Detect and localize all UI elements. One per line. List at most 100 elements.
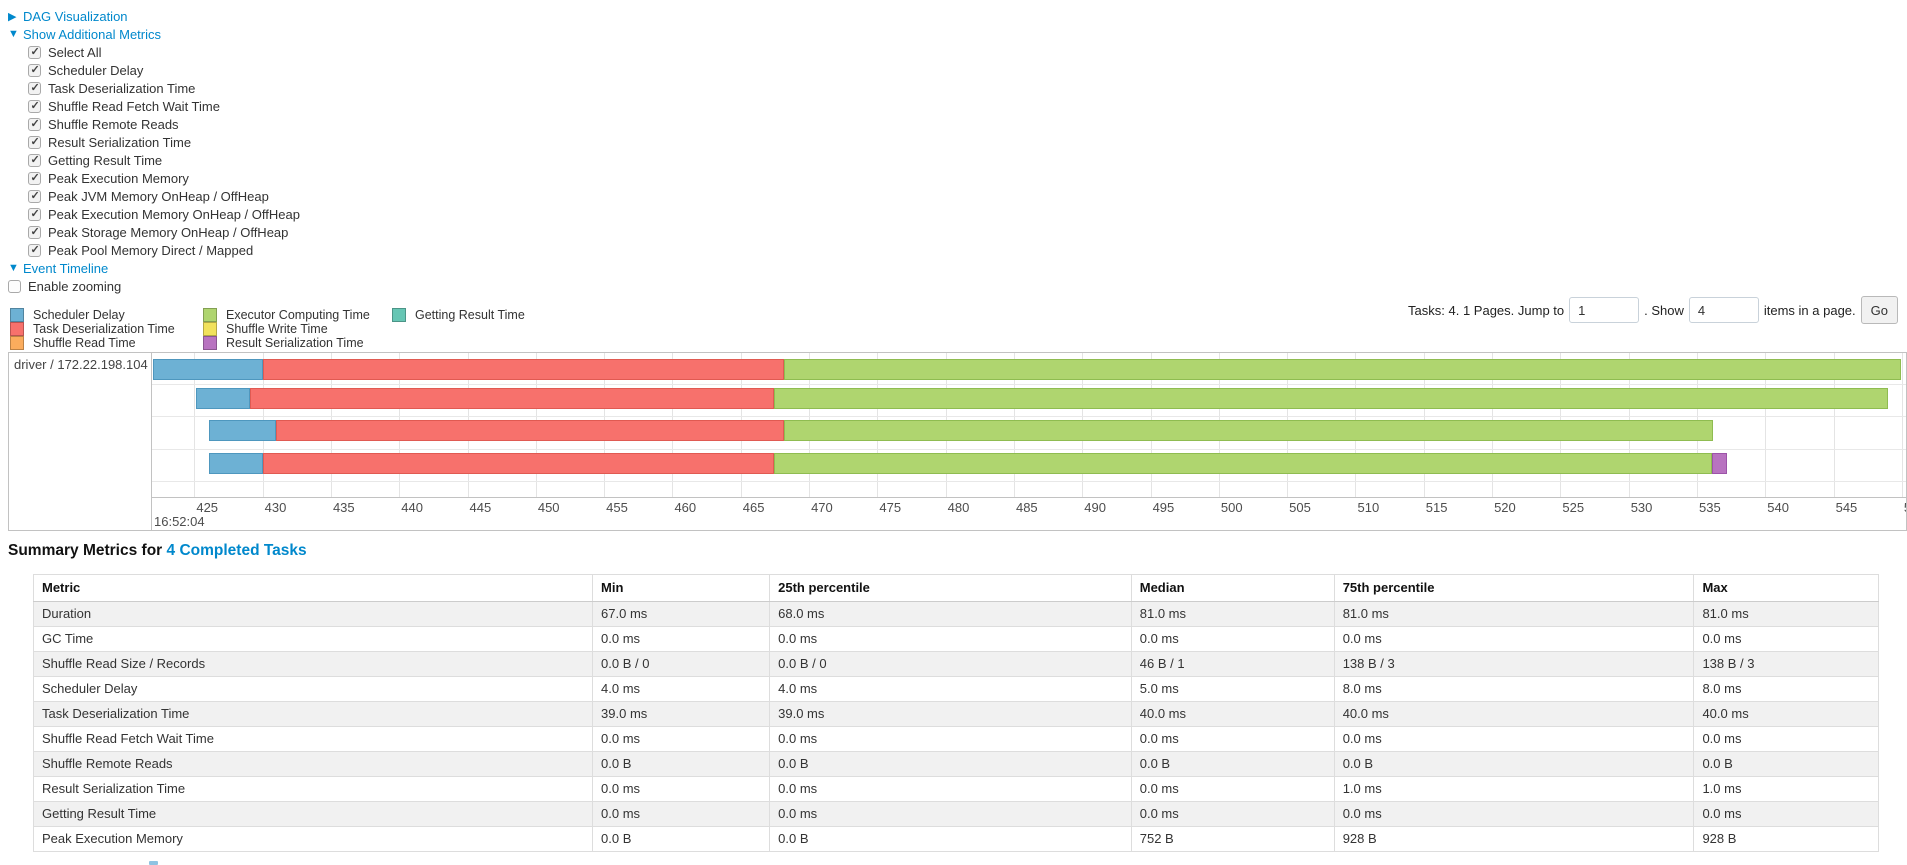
axis-tick-label: 490 (1084, 500, 1106, 515)
axis-tick-label: 495 (1152, 500, 1175, 515)
metric-checkbox-task-deserialization-time[interactable] (28, 81, 41, 95)
metric-value-cell: 1.0 ms (1333, 776, 1695, 802)
enable-zooming-checkbox[interactable] (8, 279, 21, 293)
row-separator-line (152, 449, 1906, 450)
metric-value-cell: 0.0 B (769, 826, 1132, 852)
metric-checkbox-peak-jvm-memory-onheap-offheap[interactable] (28, 189, 41, 203)
legend-item-shuffle-read-time: Shuffle Read Time (10, 335, 175, 350)
pagination-info-label: Tasks: 4. 1 Pages. Jump to (1408, 302, 1565, 318)
summary-metrics-table: Metric Min 25th percentile Median 75th perce… (32, 574, 1879, 852)
metric-option-peak-pool-memory-direct-mapped[interactable]: Peak Pool Memory Direct / Mapped (8, 241, 300, 259)
metric-name-cell: Getting Result Time (32, 801, 594, 827)
metric-name-cell: Peak Execution Memory (32, 826, 594, 852)
metric-checkbox-result-serialization-time[interactable] (28, 135, 41, 149)
task-3-scheduler-delay-bar[interactable] (209, 420, 277, 441)
task-4-result-serialization-bar[interactable] (1712, 453, 1728, 474)
metric-option-shuffle-remote-reads[interactable]: Shuffle Remote Reads (8, 115, 300, 133)
legend-label: Shuffle Read Time (33, 335, 136, 350)
axis-tick-label: 535 (1698, 500, 1721, 515)
metrics-checkbox-list: Select All Scheduler Delay Task Deserializ… (8, 43, 300, 259)
table-header-row: Metric Min 25th percentile Median 75th perce… (32, 574, 1879, 602)
metric-name-cell: Result Serialization Time (32, 776, 594, 802)
axis-tick-label: 445 (469, 500, 492, 515)
jump-to-page-input[interactable] (1569, 297, 1640, 323)
metric-checkbox-getting-result-time[interactable] (28, 153, 41, 167)
metric-value-cell: 81.0 ms (1130, 601, 1335, 627)
table-row-task-deserialization-time: Task Deserialization Time 39.0 ms 39.0 ms 4… (32, 701, 1879, 727)
task-3-task-deserialization-bar[interactable] (276, 420, 785, 441)
metric-value-cell: 928 B (1333, 826, 1695, 852)
metric-checkbox-peak-execution-memory[interactable] (28, 171, 41, 185)
task-1-task-deserialization-bar[interactable] (262, 359, 785, 380)
metric-option-getting-result-time[interactable]: Getting Result Time (8, 151, 300, 169)
metric-value-cell: 928 B (1693, 826, 1879, 852)
metric-value-cell: 39.0 ms (769, 701, 1132, 727)
metric-value-cell: 40.0 ms (1333, 701, 1695, 727)
metric-value-cell: 0.0 ms (1693, 801, 1879, 827)
dag-visualization-label: DAG Visualization (23, 8, 128, 24)
axis-time-label: 16:52:04 (154, 514, 205, 529)
axis-tick-label: 460 (674, 500, 697, 515)
metric-value-cell: 0.0 ms (592, 726, 771, 752)
metric-checkbox-peak-storage-memory-onheap-offheap[interactable] (28, 225, 41, 239)
metric-value-cell: 0.0 ms (1130, 801, 1335, 827)
metric-value-cell: 8.0 ms (1333, 676, 1695, 702)
task-4-executor-computing-bar[interactable] (773, 453, 1713, 474)
items-per-page-input[interactable] (1688, 297, 1759, 323)
expanded-arrow-icon: ▼ (8, 28, 19, 40)
metric-checkbox-shuffle-remote-reads[interactable] (28, 117, 41, 131)
show-additional-metrics-toggle[interactable]: ▼ Show Additional Metrics (8, 25, 300, 43)
event-timeline-toggle[interactable]: ▼ Event Timeline (8, 259, 300, 277)
legend-label: Getting Result Time (415, 307, 525, 322)
task-2-executor-computing-bar[interactable] (773, 388, 1889, 409)
metric-value-cell: 0.0 B (592, 826, 771, 852)
axis-tick-label: 500 (1220, 500, 1243, 515)
executor-row-label: driver / 172.22.198.104 (14, 357, 148, 372)
metric-option-result-serialization-time[interactable]: Result Serialization Time (8, 133, 300, 151)
row-separator-line (152, 416, 1906, 417)
task-2-scheduler-delay-bar[interactable] (195, 388, 251, 409)
metric-checkbox-scheduler-delay[interactable] (28, 63, 41, 77)
table-row-shuffle-read-fetch-wait-time: Shuffle Read Fetch Wait Time 0.0 ms 0.0 ms… (32, 726, 1879, 752)
metric-value-cell: 1.0 ms (1693, 776, 1879, 802)
metric-checkbox-peak-pool-memory-direct-mapped[interactable] (28, 243, 41, 257)
metric-option-peak-execution-memory[interactable]: Peak Execution Memory (8, 169, 300, 187)
metric-value-cell: 4.0 ms (592, 676, 771, 702)
metric-name-cell: Shuffle Read Fetch Wait Time (32, 726, 594, 752)
task-4-scheduler-delay-bar[interactable] (209, 453, 263, 474)
metric-option-peak-jvm-memory-onheap-offheap[interactable]: Peak JVM Memory OnHeap / OffHeap (8, 187, 300, 205)
metric-option-scheduler-delay[interactable]: Scheduler Delay (8, 61, 300, 79)
expanded-arrow-icon: ▼ (8, 262, 19, 274)
timeline-axis: 16:52:04 425 430 435 440 445 450 455 460 465 470 4… (152, 498, 1906, 530)
table-row-gc-time: GC Time 0.0 ms 0.0 ms 0.0 ms 0.0 ms 0.0 ms (32, 626, 1879, 652)
metric-value-cell: 0.0 ms (1130, 626, 1335, 652)
metric-option-select-all[interactable]: Select All (8, 43, 300, 61)
summary-heading-prefix: Summary Metrics for (8, 542, 163, 559)
table-row-result-serialization-time: Result Serialization Time 0.0 ms 0.0 ms 0.0… (32, 776, 1879, 802)
metric-checkbox-select-all[interactable] (28, 45, 41, 59)
metric-value-cell: 81.0 ms (1333, 601, 1695, 627)
metric-checkbox-shuffle-read-fetch-wait-time[interactable] (28, 99, 41, 113)
metric-name-cell: Scheduler Delay (32, 676, 594, 702)
enable-zooming-option[interactable]: Enable zooming (8, 277, 300, 295)
shuffle-read-time-swatch-icon (10, 335, 24, 350)
column-header-metric: Metric (32, 574, 594, 602)
metric-value-cell: 0.0 ms (769, 776, 1132, 802)
task-4-task-deserialization-bar[interactable] (262, 453, 774, 474)
metric-option-task-deserialization-time[interactable]: Task Deserialization Time (8, 79, 300, 97)
metric-value-cell: 40.0 ms (1130, 701, 1335, 727)
task-1-executor-computing-bar[interactable] (784, 359, 1901, 380)
go-button[interactable]: Go (1860, 296, 1898, 324)
metric-value-cell: 0.0 B (1130, 751, 1335, 777)
metric-option-shuffle-read-fetch-wait-time[interactable]: Shuffle Read Fetch Wait Time (8, 97, 300, 115)
metric-option-peak-storage-memory-onheap-offheap[interactable]: Peak Storage Memory OnHeap / OffHeap (8, 223, 300, 241)
axis-tick-label: 450 (537, 500, 560, 515)
metric-option-peak-execution-memory-onheap-offheap[interactable]: Peak Execution Memory OnHeap / OffHeap (8, 205, 300, 223)
task-1-scheduler-delay-bar[interactable] (153, 359, 263, 380)
metric-option-label: Peak Pool Memory Direct / Mapped (48, 242, 254, 258)
metric-checkbox-peak-execution-memory-onheap-offheap[interactable] (28, 207, 41, 221)
completed-tasks-link[interactable]: 4 Completed Tasks (166, 542, 307, 559)
task-2-task-deserialization-bar[interactable] (250, 388, 774, 409)
dag-visualization-toggle[interactable]: ▶ DAG Visualization (8, 7, 300, 25)
task-3-executor-computing-bar[interactable] (784, 420, 1714, 441)
